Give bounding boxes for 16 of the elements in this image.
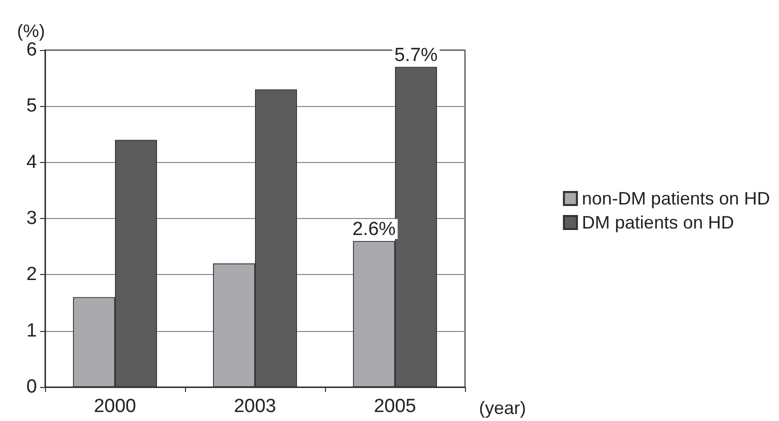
y-axis-title: (%): [17, 21, 45, 41]
y-tick-label: 6: [26, 40, 37, 60]
x-tick-label: 2000: [94, 396, 136, 417]
legend-label: non-DM patients on HD: [582, 188, 770, 208]
y-tick-label: 5: [26, 96, 37, 117]
data-label: 5.7%: [394, 44, 438, 66]
data-label: 2.6%: [352, 218, 396, 240]
y-tick-label: 4: [26, 152, 38, 173]
y-tick-label: 2: [26, 264, 37, 286]
x-tick-label: 2005: [374, 396, 416, 417]
legend-label: DM patients on HD: [582, 212, 734, 232]
y-tick-label: 1: [26, 320, 37, 342]
x-axis-title: (year): [479, 398, 526, 418]
y-tick-label: 0: [26, 376, 37, 398]
x-tick-label: 2003: [234, 396, 276, 417]
y-tick-label: 3: [26, 208, 37, 229]
